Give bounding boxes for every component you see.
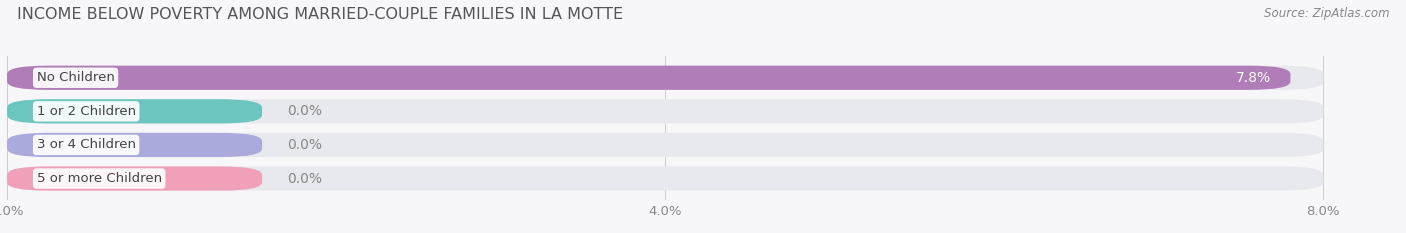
FancyBboxPatch shape bbox=[7, 133, 262, 157]
Text: 0.0%: 0.0% bbox=[287, 171, 322, 185]
FancyBboxPatch shape bbox=[7, 99, 262, 123]
FancyBboxPatch shape bbox=[7, 66, 1323, 90]
Text: 7.8%: 7.8% bbox=[1236, 71, 1271, 85]
FancyBboxPatch shape bbox=[7, 99, 1323, 123]
Text: 1 or 2 Children: 1 or 2 Children bbox=[37, 105, 136, 118]
FancyBboxPatch shape bbox=[7, 166, 1323, 191]
Text: 5 or more Children: 5 or more Children bbox=[37, 172, 162, 185]
Text: INCOME BELOW POVERTY AMONG MARRIED-COUPLE FAMILIES IN LA MOTTE: INCOME BELOW POVERTY AMONG MARRIED-COUPL… bbox=[17, 7, 623, 22]
Text: 0.0%: 0.0% bbox=[287, 138, 322, 152]
Text: Source: ZipAtlas.com: Source: ZipAtlas.com bbox=[1264, 7, 1389, 20]
Text: 0.0%: 0.0% bbox=[287, 104, 322, 118]
Text: No Children: No Children bbox=[37, 71, 114, 84]
FancyBboxPatch shape bbox=[7, 166, 262, 191]
FancyBboxPatch shape bbox=[7, 66, 1291, 90]
FancyBboxPatch shape bbox=[7, 133, 1323, 157]
Text: 3 or 4 Children: 3 or 4 Children bbox=[37, 138, 135, 151]
